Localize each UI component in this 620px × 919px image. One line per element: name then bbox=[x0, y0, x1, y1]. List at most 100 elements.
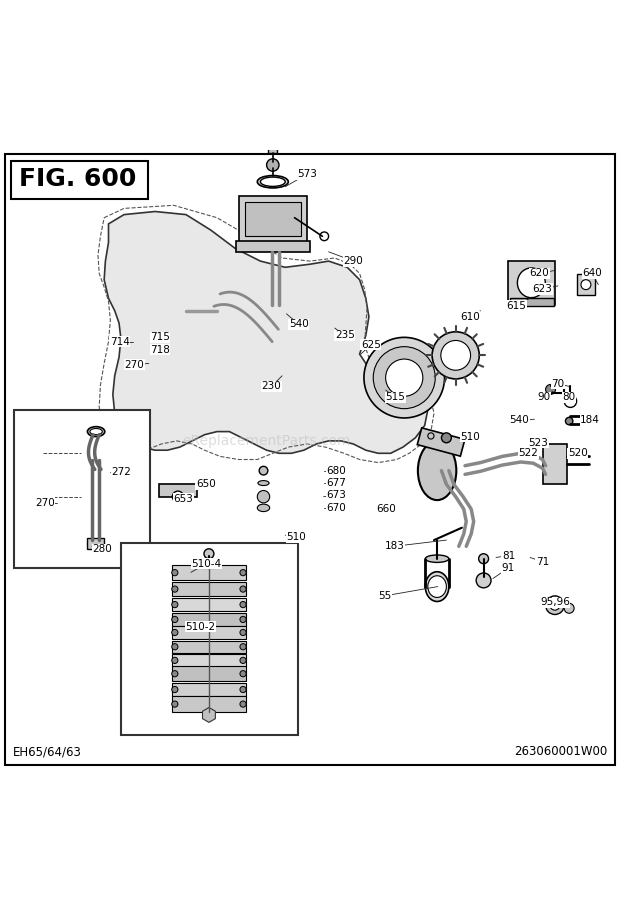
Circle shape bbox=[479, 554, 489, 563]
Bar bbox=[121, 543, 298, 735]
Bar bbox=[172, 597, 246, 611]
Text: eReplacementParts.com: eReplacementParts.com bbox=[182, 434, 351, 448]
Bar bbox=[172, 626, 246, 640]
Text: 625: 625 bbox=[361, 340, 381, 350]
Text: 71: 71 bbox=[536, 557, 549, 567]
Circle shape bbox=[364, 337, 445, 418]
Text: 272: 272 bbox=[112, 467, 131, 477]
Bar bbox=[202, 562, 216, 568]
Circle shape bbox=[476, 573, 491, 588]
Ellipse shape bbox=[428, 575, 446, 597]
Text: 270: 270 bbox=[125, 359, 144, 369]
Circle shape bbox=[259, 466, 268, 475]
Text: 81: 81 bbox=[502, 550, 515, 561]
Text: 520: 520 bbox=[568, 448, 588, 459]
Text: 235: 235 bbox=[335, 331, 355, 341]
Circle shape bbox=[257, 491, 270, 503]
Text: 510-4: 510-4 bbox=[192, 559, 221, 569]
Circle shape bbox=[386, 359, 423, 396]
Circle shape bbox=[546, 384, 556, 394]
Bar bbox=[245, 202, 301, 236]
Bar bbox=[159, 484, 197, 496]
Ellipse shape bbox=[90, 428, 102, 435]
Text: 623: 623 bbox=[533, 284, 552, 294]
Circle shape bbox=[172, 701, 178, 708]
Ellipse shape bbox=[257, 505, 270, 512]
Text: 714: 714 bbox=[110, 336, 130, 346]
Circle shape bbox=[267, 159, 279, 171]
Text: 653: 653 bbox=[174, 494, 193, 504]
Ellipse shape bbox=[418, 441, 456, 500]
Circle shape bbox=[240, 586, 246, 592]
Circle shape bbox=[240, 686, 246, 693]
Polygon shape bbox=[104, 211, 428, 453]
Circle shape bbox=[564, 395, 577, 407]
Text: FIG. 600: FIG. 600 bbox=[19, 167, 136, 191]
Ellipse shape bbox=[257, 176, 288, 188]
Bar bbox=[172, 613, 246, 626]
Ellipse shape bbox=[87, 426, 105, 437]
Text: 55: 55 bbox=[378, 591, 391, 601]
Text: 290: 290 bbox=[343, 256, 363, 267]
Text: 610: 610 bbox=[460, 312, 480, 322]
Ellipse shape bbox=[418, 439, 456, 447]
Circle shape bbox=[240, 671, 246, 676]
Text: 183: 183 bbox=[384, 541, 404, 551]
Circle shape bbox=[172, 630, 178, 636]
Text: 70: 70 bbox=[551, 379, 565, 389]
Text: 718: 718 bbox=[150, 345, 170, 355]
Text: 540: 540 bbox=[510, 415, 529, 425]
Text: 715: 715 bbox=[150, 333, 170, 343]
Ellipse shape bbox=[260, 177, 285, 187]
Text: EH65/64/63: EH65/64/63 bbox=[12, 745, 81, 758]
Bar bbox=[172, 641, 246, 652]
Polygon shape bbox=[203, 708, 215, 722]
Bar bbox=[172, 653, 246, 667]
Circle shape bbox=[240, 630, 246, 636]
Circle shape bbox=[172, 601, 178, 607]
Circle shape bbox=[441, 340, 471, 370]
Text: 510: 510 bbox=[460, 432, 480, 441]
Circle shape bbox=[172, 491, 184, 503]
Bar bbox=[14, 410, 150, 568]
Circle shape bbox=[240, 570, 246, 575]
Bar bbox=[172, 583, 246, 596]
Text: 670: 670 bbox=[326, 503, 346, 513]
Bar bbox=[172, 565, 246, 581]
Circle shape bbox=[172, 643, 178, 650]
Text: 280: 280 bbox=[92, 544, 112, 554]
Ellipse shape bbox=[425, 572, 449, 601]
Bar bbox=[508, 261, 555, 304]
Bar bbox=[577, 274, 595, 295]
Text: 95,96: 95,96 bbox=[540, 597, 570, 607]
Circle shape bbox=[565, 417, 573, 425]
Bar bbox=[542, 444, 567, 484]
Bar bbox=[172, 683, 246, 697]
Ellipse shape bbox=[258, 481, 269, 485]
Text: 573: 573 bbox=[297, 169, 317, 179]
Circle shape bbox=[564, 604, 574, 613]
Circle shape bbox=[172, 570, 178, 575]
Text: 91: 91 bbox=[502, 563, 515, 573]
Circle shape bbox=[240, 643, 246, 650]
Text: 680: 680 bbox=[326, 466, 346, 476]
Text: 660: 660 bbox=[376, 505, 396, 514]
Bar bbox=[417, 428, 465, 456]
Bar bbox=[87, 539, 104, 550]
Text: 650: 650 bbox=[196, 480, 216, 489]
Circle shape bbox=[373, 346, 435, 409]
Text: 673: 673 bbox=[326, 491, 346, 501]
Circle shape bbox=[550, 600, 560, 610]
Text: 640: 640 bbox=[582, 268, 602, 278]
Text: 80: 80 bbox=[562, 392, 576, 403]
Bar bbox=[510, 299, 554, 306]
Text: 620: 620 bbox=[529, 268, 549, 278]
Text: 263060001W00: 263060001W00 bbox=[515, 745, 608, 758]
Text: 522: 522 bbox=[518, 448, 538, 459]
Bar bbox=[172, 697, 246, 712]
Circle shape bbox=[546, 596, 564, 615]
Circle shape bbox=[240, 601, 246, 607]
Circle shape bbox=[432, 332, 479, 379]
Circle shape bbox=[441, 433, 451, 443]
Circle shape bbox=[172, 671, 178, 676]
